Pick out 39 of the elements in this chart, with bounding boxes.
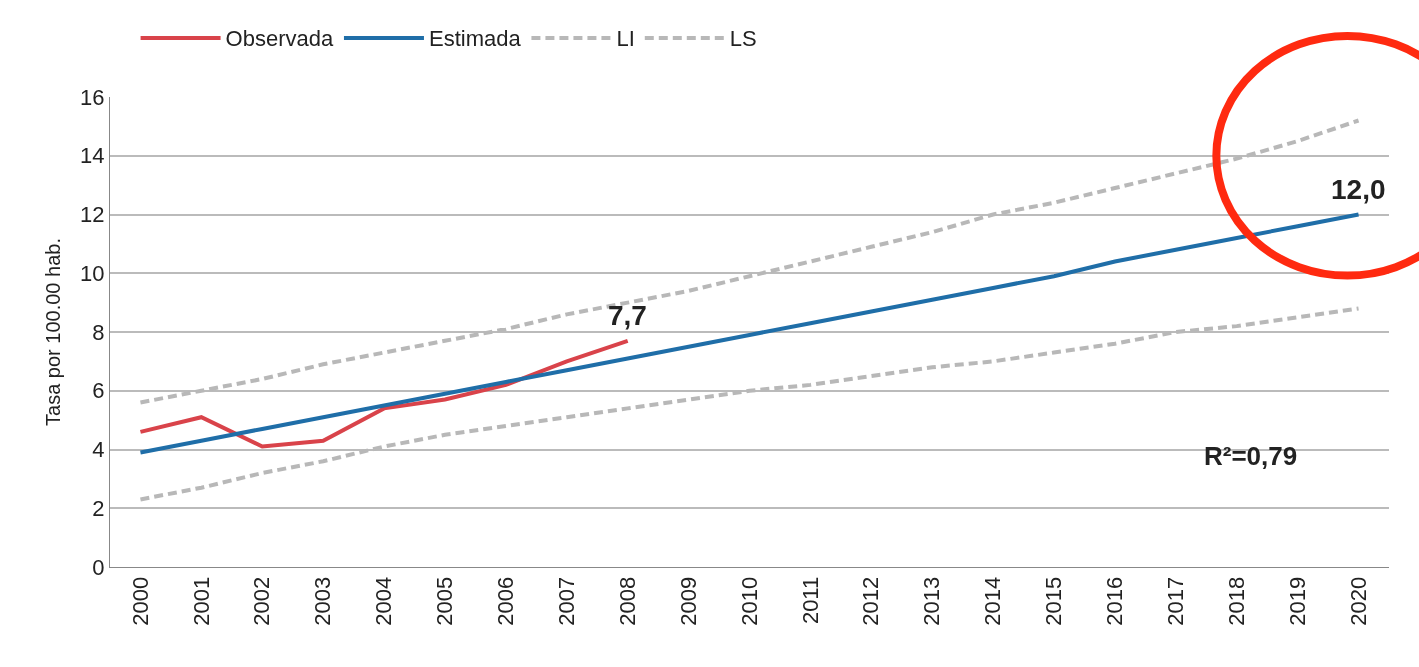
x-tick-label: 2017: [1162, 576, 1188, 626]
x-tick-label: 2013: [919, 576, 945, 626]
x-tick-label: 2000: [127, 576, 153, 626]
annotation: 7,7: [608, 300, 647, 331]
legend-label: Estimada: [428, 26, 522, 52]
x-tick-label: 2008: [614, 576, 640, 626]
x-tick-label: 2010: [736, 576, 762, 626]
y-axis-title: Tasa por 100.00 hab.: [42, 238, 64, 426]
y-tick-label: 8: [92, 319, 105, 345]
x-tick-label: 2003: [310, 576, 336, 626]
x-tick-label: 2020: [1345, 576, 1371, 626]
y-tick-label: 4: [92, 437, 105, 463]
annotation: 12,0: [1331, 174, 1386, 205]
x-tick-label: 2012: [858, 576, 884, 626]
x-tick-label: 2007: [553, 576, 579, 626]
y-tick-label: 2: [92, 495, 105, 521]
x-tick-label: 2016: [1102, 576, 1128, 626]
x-tick-label: 2004: [371, 576, 397, 626]
x-tick-label: 2015: [1041, 576, 1067, 626]
x-tick-label: 2006: [493, 576, 519, 626]
y-tick-label: 14: [80, 143, 105, 169]
y-tick-label: 10: [80, 260, 105, 286]
x-tick-label: 2005: [432, 576, 458, 626]
x-tick-label: 2009: [675, 576, 701, 626]
y-tick-label: 16: [80, 84, 105, 110]
x-tick-label: 2018: [1223, 576, 1249, 626]
y-tick-label: 0: [92, 554, 105, 580]
x-tick-label: 2001: [188, 576, 214, 626]
x-tick-label: 2011: [797, 576, 823, 625]
legend-label: LS: [729, 26, 757, 52]
y-tick-label: 12: [80, 202, 105, 228]
y-tick-label: 6: [92, 378, 105, 404]
x-tick-label: 2019: [1284, 576, 1310, 626]
x-tick-label: 2002: [249, 576, 275, 626]
x-tick-label: 2014: [980, 576, 1006, 626]
line-series: [138, 338, 630, 449]
legend-label: Observada: [225, 26, 334, 52]
legend-label: LI: [616, 26, 635, 52]
annotation: R²=0,79: [1204, 441, 1298, 471]
